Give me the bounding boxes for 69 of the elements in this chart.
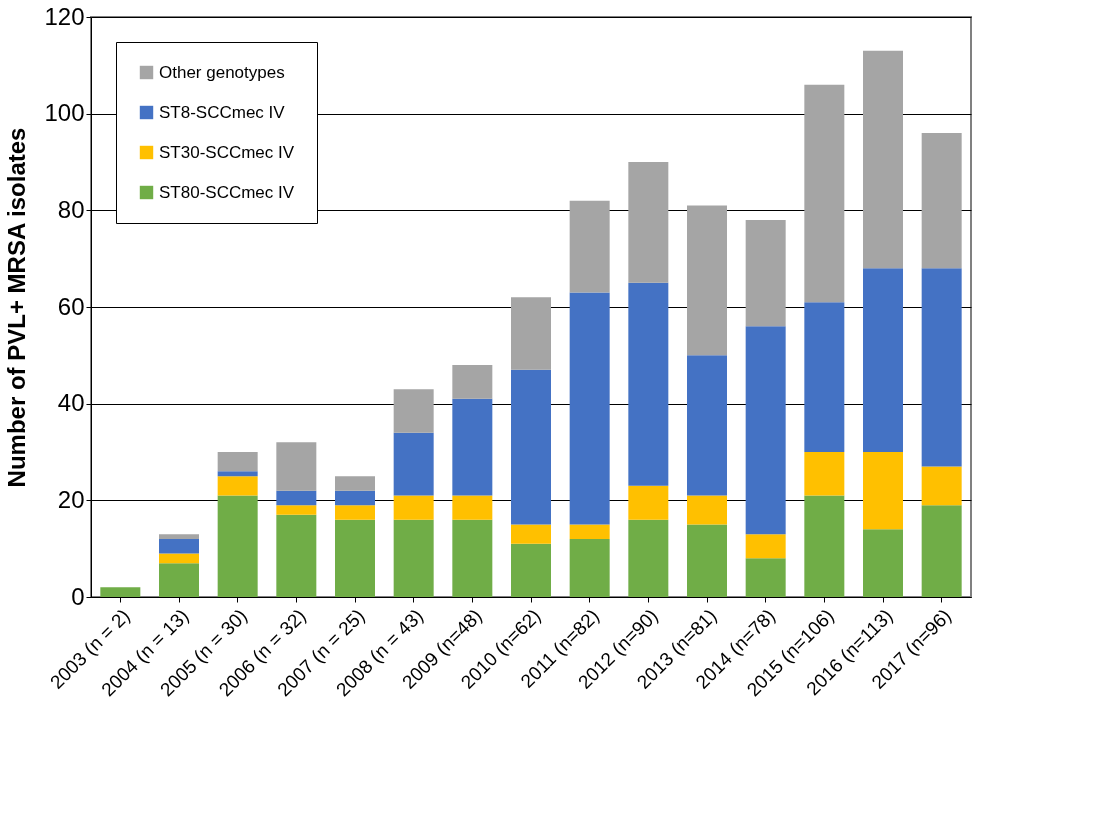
bar [687, 355, 727, 496]
bar [569, 539, 610, 597]
bar [628, 162, 669, 283]
y-tick-label: 0 [71, 582, 85, 610]
y-tick-label: 80 [57, 195, 85, 223]
bar [745, 326, 786, 535]
bar [452, 365, 493, 399]
bar [628, 485, 669, 520]
bar [335, 519, 375, 597]
y-tick-label: 40 [57, 389, 85, 417]
legend-label: ST80-SCCmec IV [159, 182, 295, 202]
bar [804, 495, 845, 597]
bar [745, 558, 786, 597]
bar [628, 282, 669, 486]
bar [217, 452, 258, 472]
bar [511, 524, 551, 544]
bar [745, 534, 786, 559]
bar [687, 205, 727, 356]
bar [276, 442, 317, 491]
bar [921, 268, 962, 467]
bar [745, 220, 786, 327]
bar [569, 524, 610, 539]
bar [335, 476, 375, 491]
bar [452, 495, 493, 520]
bar [335, 490, 375, 506]
bar [921, 466, 962, 506]
bar [217, 476, 258, 496]
bar [569, 200, 610, 293]
bar [804, 84, 845, 303]
bar [100, 587, 141, 597]
bar [276, 514, 317, 597]
bar [863, 50, 903, 269]
bar [335, 505, 375, 520]
y-tick-label: 100 [44, 99, 85, 127]
bar [393, 495, 434, 520]
bar [393, 389, 434, 433]
bar [804, 452, 845, 496]
y-axis-title: Number of PVL+ MRSA isolates [3, 127, 31, 488]
bar [921, 505, 962, 597]
bar [921, 133, 962, 269]
bar [511, 543, 551, 597]
bar [687, 495, 727, 525]
bar [276, 505, 317, 515]
bar [452, 519, 493, 597]
y-tick-label: 20 [57, 485, 85, 513]
bar [393, 432, 434, 496]
bar [863, 268, 903, 452]
bar [393, 519, 434, 597]
bar [569, 292, 610, 525]
bar [687, 524, 727, 597]
legend-label: ST8-SCCmec IV [159, 102, 286, 122]
bar [863, 452, 903, 530]
bar [217, 471, 258, 477]
bar [511, 369, 551, 525]
bar [276, 490, 317, 506]
bar [159, 563, 199, 597]
bar [159, 539, 199, 554]
bar [804, 302, 845, 452]
bar [159, 534, 199, 539]
bar [159, 553, 199, 564]
bar [628, 519, 669, 597]
bar [217, 495, 258, 597]
y-tick-label: 120 [44, 2, 85, 30]
y-tick-label: 60 [57, 292, 85, 320]
bar [511, 297, 551, 370]
bar [452, 398, 493, 496]
legend-label: ST30-SCCmec IV [159, 142, 295, 162]
legend-label: Other genotypes [159, 62, 285, 82]
bar [863, 529, 903, 597]
